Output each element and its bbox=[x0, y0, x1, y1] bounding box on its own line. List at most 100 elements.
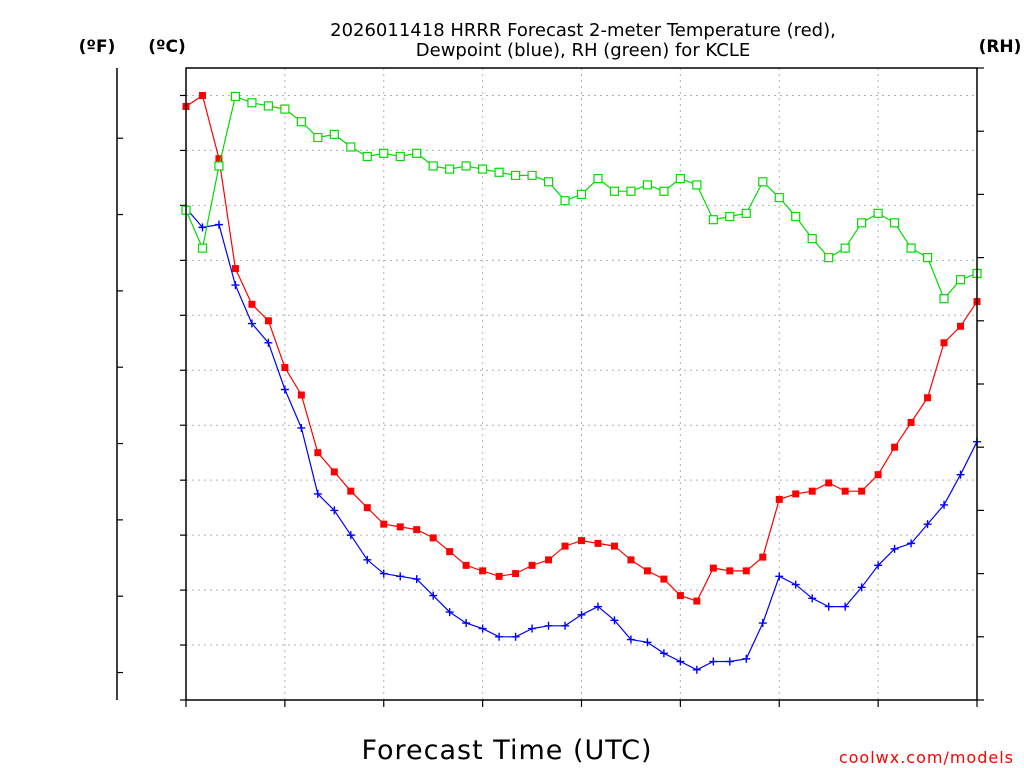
rh-point bbox=[626, 186, 636, 196]
dewpoint-point bbox=[626, 635, 635, 644]
temperature-point bbox=[660, 575, 668, 583]
temperature-point bbox=[825, 479, 833, 487]
dewpoint-point bbox=[412, 575, 421, 584]
dewpoint-point bbox=[511, 632, 520, 641]
rh-point bbox=[412, 148, 422, 158]
temperature-point bbox=[643, 567, 651, 575]
rh-point bbox=[725, 211, 735, 222]
rh-point bbox=[510, 170, 521, 181]
rh-point bbox=[362, 151, 372, 162]
rh-point bbox=[675, 174, 685, 184]
temperature-point bbox=[314, 449, 322, 457]
rh-point bbox=[758, 177, 768, 187]
dewpoint-point bbox=[478, 624, 487, 633]
plot-frame bbox=[185, 67, 978, 701]
dewpoint-point bbox=[676, 657, 685, 666]
dewpoint-point bbox=[544, 621, 553, 630]
temperature-point bbox=[676, 592, 684, 600]
rh-point bbox=[807, 234, 817, 244]
rh-axis bbox=[977, 67, 984, 701]
temperature-point bbox=[874, 471, 882, 479]
time-axis bbox=[185, 700, 978, 707]
chart-title: 2026011418 HRRR Forecast 2-meter Tempera… bbox=[330, 20, 836, 61]
dewpoint-point bbox=[495, 632, 504, 641]
temperature-point bbox=[330, 468, 338, 476]
rh-point bbox=[955, 275, 966, 285]
rh-point bbox=[494, 167, 504, 177]
dewpoint-point bbox=[363, 555, 372, 564]
dewpoint-point bbox=[528, 624, 537, 633]
dewpoint-point bbox=[610, 616, 619, 625]
dewpoint-point bbox=[346, 531, 355, 540]
series-rh bbox=[181, 91, 982, 304]
temperature-point bbox=[446, 548, 454, 556]
temperature-point bbox=[627, 556, 635, 564]
temperature-point bbox=[594, 539, 602, 547]
temperature-point bbox=[924, 394, 932, 402]
rh-point bbox=[906, 243, 916, 253]
celsius-axis-unit: (ºC) bbox=[148, 37, 186, 57]
dewpoint-point bbox=[874, 561, 883, 570]
temperature-point bbox=[479, 567, 487, 575]
temperature-point bbox=[578, 537, 585, 545]
dewpoint-point bbox=[198, 223, 207, 232]
dewpoint-point bbox=[956, 470, 965, 479]
rh-point bbox=[659, 186, 669, 196]
temperature-point bbox=[495, 572, 503, 580]
dewpoint-point bbox=[247, 319, 256, 328]
temperature-point bbox=[281, 364, 289, 372]
temperature-point bbox=[297, 391, 305, 399]
rh-point bbox=[263, 101, 273, 111]
fahrenheit-axis bbox=[116, 68, 123, 700]
dewpoint-point bbox=[214, 220, 223, 229]
rh-point bbox=[230, 91, 241, 102]
temperature-point bbox=[347, 487, 355, 495]
temperature-point bbox=[792, 490, 800, 498]
x-axis-title: Forecast Time (UTC) bbox=[361, 735, 652, 766]
rh-point bbox=[214, 161, 224, 171]
rh-point bbox=[890, 218, 900, 228]
series-layer bbox=[181, 91, 982, 674]
dewpoint-point bbox=[429, 591, 438, 600]
rh-point bbox=[445, 164, 455, 174]
temperature-point bbox=[841, 487, 849, 495]
rh-point bbox=[873, 208, 883, 218]
rh-point bbox=[247, 98, 257, 108]
rh-point bbox=[939, 294, 949, 304]
dewpoint-point bbox=[659, 649, 668, 658]
rh-point bbox=[609, 186, 620, 196]
site-credit: coolwx.com/models bbox=[839, 748, 1014, 767]
dewpoint-point bbox=[462, 619, 471, 628]
rh-point bbox=[346, 142, 356, 152]
dewpoint-point bbox=[758, 619, 767, 628]
temperature-point bbox=[363, 504, 371, 512]
temperature-point bbox=[248, 300, 256, 308]
temperature-point bbox=[231, 265, 239, 273]
temperature-point bbox=[693, 597, 701, 605]
dewpoint-point bbox=[643, 638, 652, 647]
dewpoint-point bbox=[692, 665, 701, 674]
rh-point bbox=[840, 243, 850, 253]
title-line-2: Dewpoint (blue), RH (green) for KCLE bbox=[416, 40, 750, 61]
dewpoint-point bbox=[280, 385, 289, 394]
rh-point bbox=[791, 211, 801, 222]
temperature-point bbox=[759, 553, 767, 561]
dewpoint-point bbox=[791, 580, 800, 589]
temperature-point bbox=[561, 542, 569, 550]
rh-point bbox=[379, 148, 389, 158]
temperature-point bbox=[429, 534, 437, 542]
celsius-axis bbox=[180, 94, 186, 701]
dewpoint-point bbox=[841, 602, 850, 611]
temperature-point bbox=[215, 155, 223, 163]
rh-point bbox=[857, 218, 867, 228]
temperature-point bbox=[858, 487, 866, 495]
rh-point bbox=[692, 180, 702, 190]
title-line-1: 2026011418 HRRR Forecast 2-meter Tempera… bbox=[330, 20, 836, 41]
dewpoint-point bbox=[313, 489, 322, 498]
dewpoint-point bbox=[330, 506, 339, 515]
rh-point bbox=[329, 129, 339, 139]
temperature-point bbox=[907, 418, 915, 426]
temperature-point bbox=[742, 567, 750, 575]
rh-point bbox=[774, 192, 784, 203]
